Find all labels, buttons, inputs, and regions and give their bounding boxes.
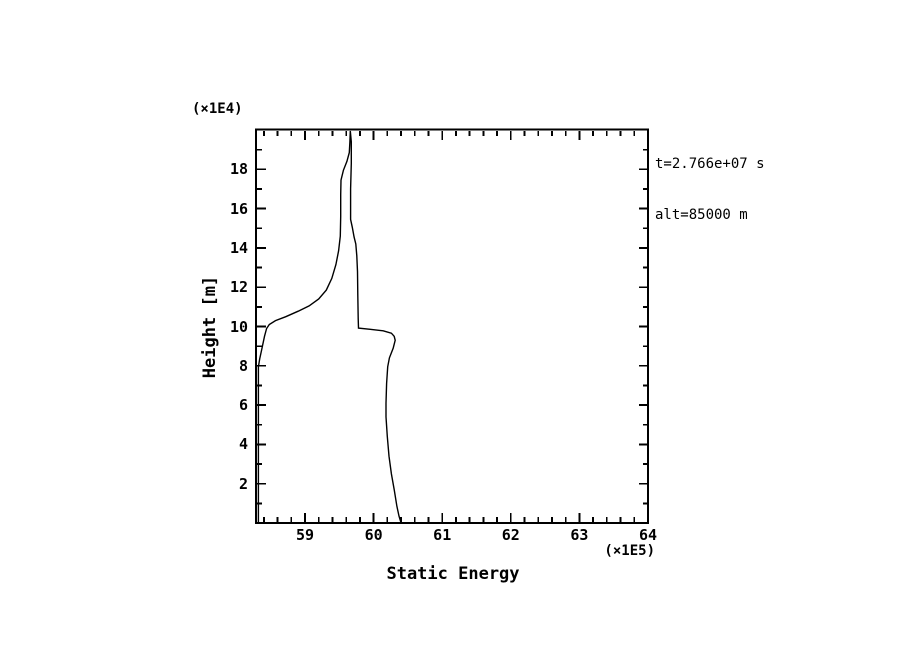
x-axis-title: Static Energy — [386, 564, 520, 584]
x-tick-label: 61 — [433, 526, 452, 544]
y-tick-label: 10 — [229, 317, 248, 336]
annotation-block: t=2.766e+07 s alt=85000 m — [655, 122, 765, 258]
y-tick-label: 18 — [229, 160, 248, 179]
annotation-altitude: alt=85000 m — [655, 207, 748, 223]
y-tick-label: 4 — [238, 435, 248, 454]
data-series-line — [257, 130, 402, 524]
annotation-time: t=2.766e+07 s — [655, 156, 765, 172]
x-tick-label: 60 — [364, 526, 383, 544]
y-tick-label: 8 — [238, 356, 248, 375]
x-tick-label: 59 — [295, 526, 315, 544]
y-tick-label: 16 — [229, 199, 248, 218]
y-axis-multiplier-label: (×1E4) — [192, 101, 243, 117]
y-tick-label: 12 — [229, 278, 248, 297]
x-tick-label: 64 — [638, 526, 658, 544]
x-tick-label: 62 — [501, 526, 520, 544]
y-tick-label: 2 — [238, 474, 248, 493]
y-tick-label: 6 — [238, 396, 248, 415]
x-tick-label: 63 — [570, 526, 589, 544]
y-tick-label: 14 — [229, 238, 248, 257]
plot-frame — [255, 128, 649, 524]
x-axis-multiplier-label: (×1E5) — [604, 543, 655, 559]
